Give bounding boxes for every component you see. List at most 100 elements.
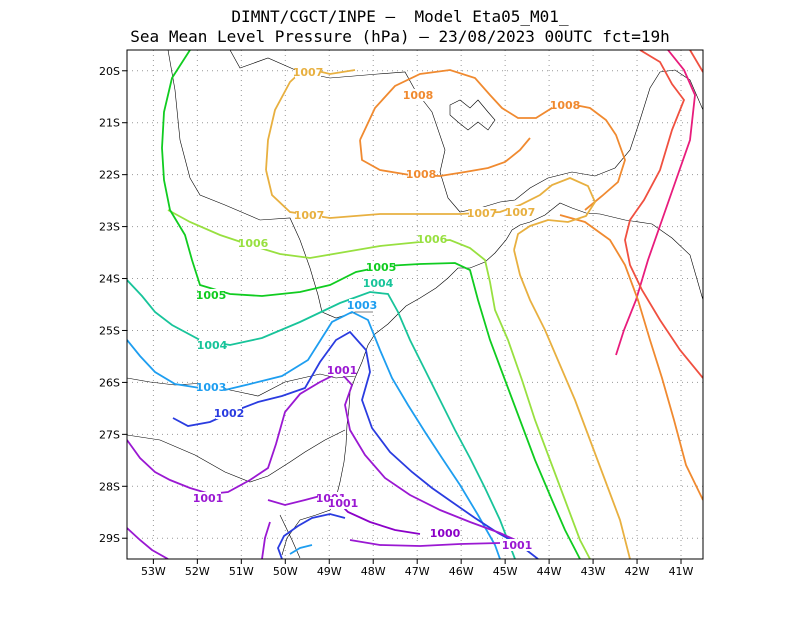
lon-tick-label: 42W xyxy=(625,565,650,578)
lat-tick-label: 21S xyxy=(99,117,120,130)
isobar-label-1007: 1007 xyxy=(505,206,536,219)
lon-tick-label: 49W xyxy=(317,565,342,578)
lon-tick-label: 52W xyxy=(185,565,210,578)
isobar-1005 xyxy=(161,50,581,559)
lat-tick-label: 20S xyxy=(99,65,120,78)
lat-tick-label: 25S xyxy=(99,324,120,337)
isobar-label-1003: 1003 xyxy=(347,299,378,312)
isobar-1008 xyxy=(359,137,531,177)
lat-tick-label: 27S xyxy=(99,428,120,441)
isobar-1001 xyxy=(127,370,521,543)
isobar-label-1001: 1001 xyxy=(502,539,533,552)
isobar-label-bg xyxy=(365,277,391,289)
isobar-1002 xyxy=(172,330,539,559)
isobar-label-1008: 1008 xyxy=(406,168,437,181)
state-border xyxy=(229,50,703,213)
isobar-label-1007: 1007 xyxy=(293,66,324,79)
isobar-label-1008: 1008 xyxy=(550,99,581,112)
isobar-1001 xyxy=(127,527,169,559)
chart-title-line-2: Sea Mean Level Pressure (hPa) – 23/08/20… xyxy=(130,27,670,46)
isobar-label-1007: 1007 xyxy=(467,207,498,220)
isobar-label-1004: 1004 xyxy=(363,277,394,290)
isobar-1001 xyxy=(349,539,501,547)
isobar-labels: 1007 1008 1008 1008 1007 1007 1007 1006 1006 1005… xyxy=(193,66,581,552)
lon-tick-label: 44W xyxy=(537,565,562,578)
map-grid xyxy=(127,50,703,559)
map-frame xyxy=(126,49,704,560)
border xyxy=(279,514,301,559)
isobar-label-1003: 1003 xyxy=(196,381,227,394)
isobar-label-1008: 1008 xyxy=(403,89,434,102)
lon-tick-label: 53W xyxy=(141,565,166,578)
isobar-label-bg xyxy=(296,209,322,221)
isobar-label-bg xyxy=(408,168,434,180)
lat-tick-label: 29S xyxy=(99,532,120,545)
isobar-label-bg xyxy=(240,237,266,249)
isobar-label-1005: 1005 xyxy=(196,289,227,302)
isobar-label-1006: 1006 xyxy=(417,233,448,246)
isobar-label-1007: 1007 xyxy=(294,209,325,222)
isobar-1008 xyxy=(359,69,626,211)
isobar-label-bg xyxy=(199,339,225,351)
isobar-label-bg xyxy=(552,99,578,111)
isobar-label-1006: 1006 xyxy=(238,237,269,250)
lat-tick-label: 23S xyxy=(99,221,120,234)
isobar-label-bg xyxy=(507,206,533,218)
isobar-1007 xyxy=(265,67,356,171)
axis-ticks: 53W 52W 51W 50W 49W 48W 47W 46W 45W 44W 43W 42W 41W 2… xyxy=(99,65,694,578)
lat-tick-label: 22S xyxy=(99,169,120,182)
chart-title-line-1: DIMNT/CGCT/INPE – Model Eta05_M01_ xyxy=(231,7,569,26)
isobar-label-1001: 1001 xyxy=(328,497,359,510)
isobar-1001 xyxy=(261,521,271,559)
isobar-1008 xyxy=(559,214,703,501)
state-border xyxy=(127,429,346,483)
isobar-label-bg xyxy=(295,66,321,78)
isobar-label-bg xyxy=(504,539,530,551)
lat-tick-label: 24S xyxy=(99,273,120,286)
lon-tick-label: 46W xyxy=(449,565,474,578)
isobar-label-bg xyxy=(330,497,356,509)
isobar-label-bg xyxy=(368,261,394,273)
isobar-1004 xyxy=(127,279,516,559)
state-border xyxy=(167,50,373,319)
lon-tick-label: 41W xyxy=(669,565,694,578)
isobar-label-1005: 1005 xyxy=(366,261,397,274)
isobar-1003 xyxy=(127,310,501,559)
isobar-label-bg xyxy=(469,207,495,219)
isobar-label-bg xyxy=(349,299,375,311)
isobar-label-bg xyxy=(329,364,355,376)
isobar-contours xyxy=(127,50,703,559)
lon-tick-label: 51W xyxy=(229,565,254,578)
isobar-label-1002: 1002 xyxy=(214,407,245,420)
isobar-label-bg xyxy=(216,407,242,419)
isobar-1002 xyxy=(277,513,346,559)
isobar-label-1001: 1001 xyxy=(327,364,358,377)
isobar-1007 xyxy=(513,249,631,559)
lon-tick-label: 50W xyxy=(273,565,298,578)
isobar-1007 xyxy=(265,169,597,251)
lon-tick-label: 48W xyxy=(361,565,386,578)
isobar-1003 xyxy=(289,544,313,555)
isobar-label-1001: 1001 xyxy=(193,492,224,505)
coastline-and-borders xyxy=(127,50,703,559)
lon-tick-label: 43W xyxy=(581,565,606,578)
isobar-label-bg xyxy=(432,527,458,539)
lon-tick-label: 47W xyxy=(405,565,430,578)
lat-tick-label: 26S xyxy=(99,376,120,389)
coastline xyxy=(281,202,703,556)
isobar-label-bg xyxy=(198,289,224,301)
isobar-label-bg xyxy=(195,492,221,504)
isobar-1009 xyxy=(689,50,703,73)
isobar-label-1000: 1000 xyxy=(430,527,461,540)
isobar-label-bg xyxy=(419,233,445,245)
isobar-1009 xyxy=(624,50,703,379)
lon-tick-label: 45W xyxy=(493,565,518,578)
lat-tick-label: 28S xyxy=(99,480,120,493)
state-border xyxy=(127,373,356,397)
lake xyxy=(449,99,496,131)
isobar-label-bg xyxy=(405,89,431,101)
isobar-1010 xyxy=(615,50,696,356)
isobar-label-1004: 1004 xyxy=(197,339,228,352)
isobar-label-bg xyxy=(198,381,224,393)
